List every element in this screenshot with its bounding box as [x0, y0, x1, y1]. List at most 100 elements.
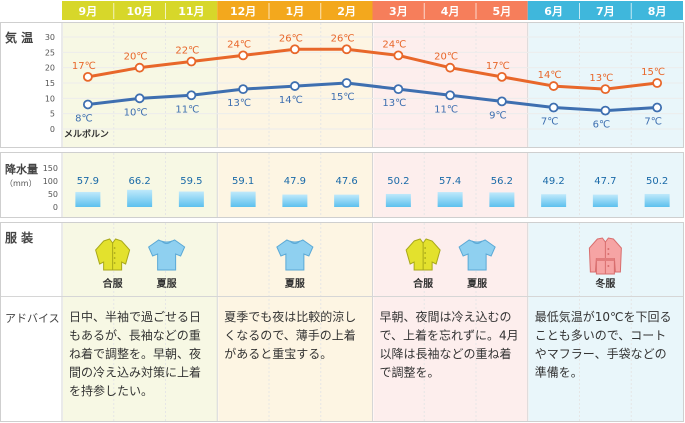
low-temp-point: [82, 99, 93, 110]
rain-bar: [385, 193, 411, 207]
rain-bar: [592, 194, 618, 207]
month-label: 1月: [286, 5, 305, 18]
season-header-winter: [527, 1, 683, 20]
rain-bar: [282, 194, 308, 207]
low-temp-point: [238, 84, 249, 95]
month-label: 3月: [389, 5, 408, 18]
month-label: 2月: [337, 5, 356, 18]
month-label: 7月: [596, 5, 615, 18]
rain-bar: [489, 192, 515, 207]
month-label: 6月: [544, 5, 563, 18]
blue-tshirt-icon: [148, 239, 186, 271]
temp-tick-label: 15: [45, 79, 55, 88]
month-label: 8月: [648, 5, 667, 18]
temp-tick-label: 25: [45, 48, 55, 57]
rain-value-label: 49.2: [542, 176, 564, 187]
rain-value-label: 59.1: [232, 176, 254, 187]
low-temp-point: [652, 102, 663, 113]
blue-tshirt-icon: [276, 239, 314, 271]
high-temp-line: [87, 47, 658, 91]
season-band-autumn: [63, 23, 218, 147]
temp-tick-label: 20: [45, 64, 55, 73]
rainfall-label: 降水量: [5, 162, 38, 176]
low-temp-label: 11℃: [175, 104, 199, 115]
low-temp-label: 14℃: [279, 95, 303, 106]
low-temp-point: [186, 90, 197, 101]
high-temp-label: 26℃: [279, 33, 303, 44]
rain-value-label: 50.2: [646, 176, 668, 187]
rain-value-label: 57.4: [439, 176, 461, 187]
high-temp-point: [186, 56, 197, 67]
clothes-type-label: 夏服: [156, 278, 178, 290]
clothes-type-label: 夏服: [284, 278, 306, 290]
rain-value-label: 50.2: [387, 176, 409, 187]
blue-tshirt-icon: [458, 239, 496, 271]
season-band-spring: [373, 223, 528, 421]
clothes-type-label: 冬服: [595, 277, 616, 290]
season-band-autumn: [63, 223, 218, 421]
low-temp-point: [393, 84, 404, 95]
low-temp-line: [87, 81, 658, 113]
season-header-summer: [217, 1, 373, 20]
rain-tick-label: 0: [53, 203, 58, 212]
rain-bar: [644, 193, 670, 207]
rain-bar: [437, 192, 463, 207]
advice-label: アドバイス: [5, 312, 60, 325]
high-temp-label: 20℃: [124, 52, 148, 63]
high-temp-label: 20℃: [434, 52, 458, 63]
month-label: 12月: [230, 5, 256, 18]
clothes-type-label: 合服: [412, 277, 434, 290]
low-temp-label: 7℃: [541, 117, 559, 128]
pink-coat-icon: [588, 237, 622, 275]
high-temp-label: 17℃: [486, 61, 510, 72]
rain-value-label: 59.5: [180, 176, 202, 187]
temp-tick-label: 30: [45, 33, 55, 42]
low-temp-point: [134, 93, 145, 104]
rain-tick-label: 150: [43, 164, 58, 173]
advice-text: 日中、半袖で過ごせる日もあるが、長袖などの重ね着で調整を。早朝、夜間の冷え込み対…: [69, 309, 201, 398]
high-temp-point: [289, 44, 300, 55]
low-temp-label: 11℃: [434, 104, 458, 115]
rain-bar: [75, 191, 101, 207]
season-header-spring: [372, 1, 528, 20]
low-temp-label: 9℃: [489, 110, 507, 121]
high-temp-label: 15℃: [641, 67, 665, 78]
low-temp-point: [496, 96, 507, 107]
high-temp-label: 13℃: [589, 73, 613, 84]
advice-text: 最低気温が10℃を下回ることも多いので、コートやマフラー、手袋などの準備を。: [535, 309, 672, 380]
rain-value-label: 57.9: [77, 176, 99, 187]
high-temp-point: [548, 81, 559, 91]
rain-value-label: 47.9: [284, 176, 306, 187]
rain-bar: [541, 194, 567, 207]
low-temp-label: 10℃: [124, 107, 148, 118]
high-temp-point: [238, 50, 249, 61]
high-temp-point: [134, 62, 145, 73]
rain-tick-label: 100: [43, 177, 58, 186]
temp-tick-label: 0: [50, 125, 55, 134]
high-temp-point: [652, 78, 663, 88]
high-temp-point: [82, 71, 93, 82]
low-temp-label: 15℃: [331, 92, 355, 103]
temp-tick-label: 5: [50, 110, 55, 119]
rain-bar: [178, 191, 204, 207]
rain-value-label: 66.2: [128, 176, 150, 187]
low-temp-label: 13℃: [227, 98, 251, 109]
rain-bar: [230, 191, 256, 207]
advice-text: 夏季でも夜は比較的涼しくなるので、薄手の上着があると重宝する。: [224, 309, 356, 361]
city-label: メルボルン: [64, 128, 109, 140]
low-temp-label: 6℃: [593, 120, 611, 131]
high-temp-point: [600, 84, 611, 95]
yellow-shirt-icon: [95, 238, 131, 271]
temp-tick-label: 10: [45, 94, 55, 103]
season-header-autumn: [62, 1, 218, 20]
high-temp-label: 26℃: [331, 33, 355, 44]
advice-text: 早朝、夜間は冷え込むので、上着を忘れずに。4月以降は長袖などの重ね着で調整を。: [380, 309, 519, 380]
high-temp-label: 17℃: [72, 61, 96, 72]
rain-bar: [127, 189, 153, 207]
high-temp-point: [341, 44, 352, 55]
rain-value-label: 47.7: [594, 176, 616, 187]
clothes-type-label: 夏服: [466, 278, 488, 290]
low-temp-point: [548, 102, 559, 113]
